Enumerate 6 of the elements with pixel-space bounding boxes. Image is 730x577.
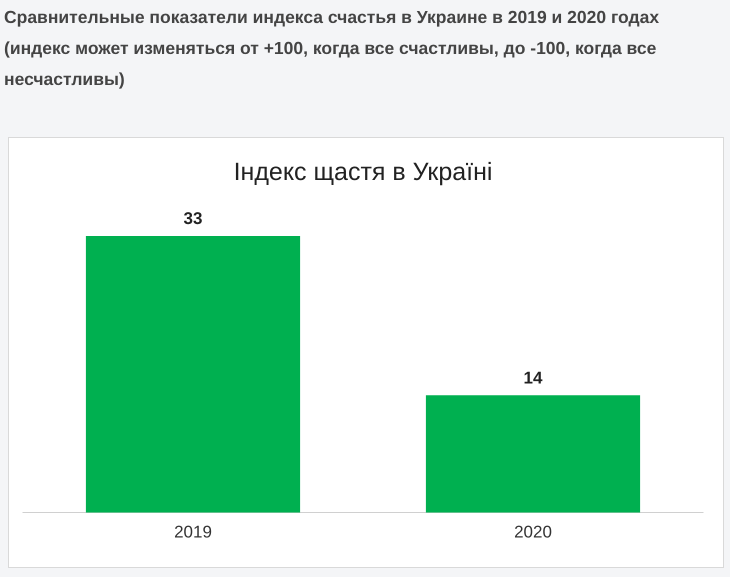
text: Сравнительные показатели индекса счастья в Украине в 2019 и 2020 годах (индекс может изменяться от +100, когда все счастливы, до -100, когда все несчастливы) xyxy=(4,6,660,91)
data-label: 33 xyxy=(184,209,202,228)
chart-title: Індекс щастя в Україні xyxy=(234,158,492,186)
data-label: 14 xyxy=(524,368,543,388)
x-tick-label: 2019 xyxy=(174,522,212,542)
x-tick-label: 2020 xyxy=(514,522,552,542)
